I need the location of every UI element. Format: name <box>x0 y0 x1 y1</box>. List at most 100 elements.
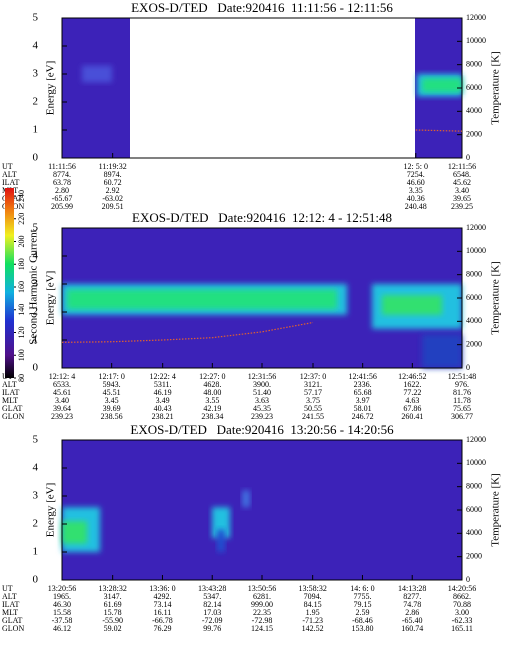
ephemeris-value: 50.55 <box>304 404 322 413</box>
ephemeris-value: 239.23 <box>51 412 73 421</box>
spectrogram-fill <box>217 529 225 552</box>
ephemeris-value: 1.95 <box>306 608 320 617</box>
ephemeris-value: 22.35 <box>253 608 271 617</box>
ephemeris-value: 60.72 <box>104 178 122 187</box>
y-tick-label: 3 <box>33 278 39 290</box>
ephemeris-value: 13:50:56 <box>248 584 276 593</box>
ephemeris-value: -62.33 <box>452 616 473 625</box>
ephemeris-value: 160.74 <box>401 624 423 633</box>
y-tick-label: 0 <box>33 362 39 374</box>
y-tick-label: 4 <box>33 250 39 262</box>
ephemeris-value: 14:20:56 <box>448 584 476 593</box>
y-tick-label: 2 <box>33 518 39 530</box>
colorbar-tick-label: 140 <box>17 304 26 316</box>
y2-tick-label: 4000 <box>466 528 482 537</box>
ephemeris-value: 1622. <box>403 380 421 389</box>
colorbar-tick-label: 200 <box>17 236 26 248</box>
panel-title: EXOS-D/TED Date:920416 13:20:56 - 14:20:… <box>130 422 394 437</box>
ephemeris-label: MLT <box>2 396 18 405</box>
ephemeris-value: 39.65 <box>453 194 471 203</box>
ephemeris-value: 3.45 <box>105 396 119 405</box>
ephemeris-value: 15.78 <box>104 608 122 617</box>
y2-tick-label: 10000 <box>466 458 486 467</box>
y2-tick-label: 2000 <box>466 339 482 348</box>
ephemeris-value: 239.23 <box>251 412 273 421</box>
ephemeris-value: 12:11:56 <box>448 162 476 171</box>
ephemeris-value: 46.30 <box>53 600 71 609</box>
ephemeris-value: 1965. <box>53 592 71 601</box>
y2-tick-label: 0 <box>466 363 470 372</box>
ephemeris-value: 124.15 <box>251 624 273 633</box>
ephemeris-value: 2.92 <box>106 186 120 195</box>
ephemeris-value: 11:19:32 <box>99 162 127 171</box>
ephemeris-value: 57.17 <box>304 388 322 397</box>
y-tick-label: 0 <box>33 574 39 586</box>
y-tick-label: 2 <box>33 306 39 318</box>
ephemeris-label: ILAT <box>2 600 19 609</box>
y-tick-label: 3 <box>33 490 39 502</box>
y2-tick-label: 4000 <box>466 316 482 325</box>
ephemeris-value: -37.58 <box>52 616 73 625</box>
ephemeris-value: 12:31:56 <box>248 372 276 381</box>
ephemeris-value: 205.99 <box>51 202 73 211</box>
ephemeris-label: ALT <box>2 170 17 179</box>
ephemeris-value: 51.40 <box>253 388 271 397</box>
ephemeris-value: 12:27: 0 <box>199 372 225 381</box>
ephemeris-label: ILAT <box>2 388 19 397</box>
y-tick-label: 5 <box>33 12 39 24</box>
ephemeris-value: 3.75 <box>306 396 320 405</box>
ephemeris-value: 46.19 <box>154 388 172 397</box>
ephemeris-value: 13:36: 0 <box>149 584 175 593</box>
ephemeris-label: MLT <box>2 608 18 617</box>
ephemeris-value: 46.12 <box>53 624 71 633</box>
ephemeris-value: 46.60 <box>407 178 425 187</box>
panel-title: EXOS-D/TED Date:920416 12:12: 4 - 12:51:… <box>132 210 392 225</box>
spectrogram-fill <box>422 78 462 93</box>
y2-tick-label: 4000 <box>466 106 482 115</box>
ephemeris-value: -66.78 <box>152 616 173 625</box>
ephemeris-value: 2.80 <box>55 186 69 195</box>
ephemeris-value: 238.21 <box>152 412 174 421</box>
ephemeris-value: 65.68 <box>354 388 372 397</box>
colorbar-tick-label: 120 <box>17 327 26 339</box>
ephemeris-value: 7254. <box>407 170 425 179</box>
y-tick-label: 5 <box>33 434 39 446</box>
ephemeris-value: 12:51:48 <box>448 372 476 381</box>
ephemeris-label: GLAT <box>2 404 23 413</box>
ephemeris-value: 8774. <box>53 170 71 179</box>
colorbar-label: Second Harmonic Current <box>28 229 40 344</box>
y2-tick-label: 10000 <box>466 36 486 45</box>
y2-axis-label: Temperature [K] <box>490 261 502 334</box>
ephemeris-value: 40.43 <box>154 404 172 413</box>
ephemeris-value: 6533. <box>53 380 71 389</box>
ephemeris-value: 67.86 <box>403 404 421 413</box>
ephemeris-value: 79.15 <box>353 600 371 609</box>
ephemeris-value: 42.19 <box>203 404 221 413</box>
y2-tick-label: 8000 <box>466 269 482 278</box>
ephemeris-value: 8662. <box>453 592 471 601</box>
ephemeris-value: 84.15 <box>304 600 322 609</box>
y-axis-label: Energy [eV] <box>45 483 57 537</box>
colorbar-tick-label: 80 <box>17 374 26 382</box>
ephemeris-value: 75.65 <box>453 404 471 413</box>
ephemeris-value: 48.00 <box>203 388 221 397</box>
ephemeris-value: 74.78 <box>403 600 421 609</box>
ephemeris-value: 6548. <box>453 170 471 179</box>
spectrogram-fill <box>212 507 230 538</box>
ephemeris-value: 58.01 <box>354 404 372 413</box>
ephemeris-value: 8974. <box>104 170 122 179</box>
ephemeris-value: 3.40 <box>55 396 69 405</box>
ephemeris-value: 5347. <box>203 592 221 601</box>
ephemeris-value: -72.09 <box>202 616 223 625</box>
ephemeris-value: 306.77 <box>451 412 473 421</box>
y-tick-label: 2 <box>33 96 39 108</box>
ephemeris-value: -72.98 <box>252 616 273 625</box>
ephemeris-value: 73.14 <box>153 600 171 609</box>
ephemeris-value: 76.29 <box>153 624 171 633</box>
ephemeris-value: 3.40 <box>455 186 469 195</box>
y2-tick-label: 6000 <box>466 83 482 92</box>
ephemeris-value: 45.35 <box>253 404 271 413</box>
y2-axis-label: Temperature [K] <box>490 51 502 124</box>
ephemeris-value: 3147. <box>104 592 122 601</box>
